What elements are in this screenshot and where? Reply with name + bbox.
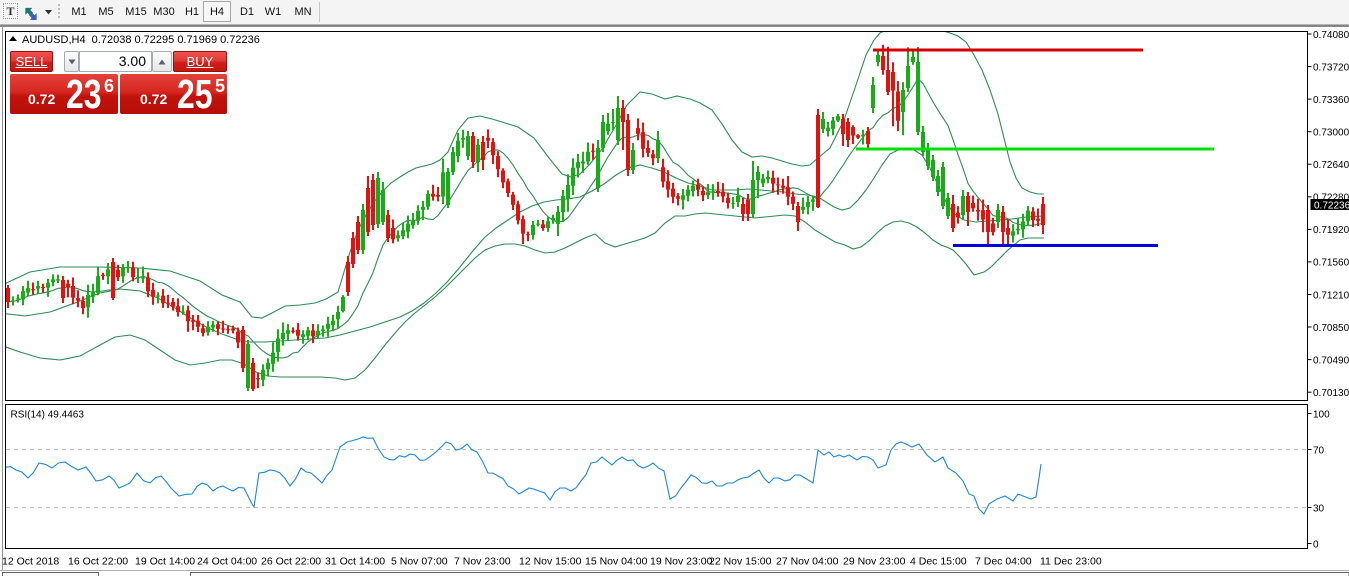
- svg-text:0.74080: 0.74080: [1313, 30, 1349, 41]
- svg-text:22 Nov 15:00: 22 Nov 15:00: [709, 556, 772, 568]
- svg-text:12 Nov 15:00: 12 Nov 15:00: [519, 556, 582, 568]
- svg-text:19 Nov 23:00: 19 Nov 23:00: [650, 556, 713, 568]
- svg-text:0.72236: 0.72236: [1314, 200, 1349, 211]
- svg-text:11 Dec 23:00: 11 Dec 23:00: [1040, 556, 1102, 568]
- svg-text:0.70850: 0.70850: [1313, 323, 1349, 334]
- svg-text:0: 0: [1313, 539, 1319, 550]
- svg-text:0.71210: 0.71210: [1313, 290, 1349, 301]
- svg-text:0.72640: 0.72640: [1313, 160, 1349, 171]
- svg-text:29 Nov 23:00: 29 Nov 23:00: [843, 556, 906, 568]
- svg-text:0.73720: 0.73720: [1313, 62, 1349, 73]
- svg-text:0.73000: 0.73000: [1313, 128, 1349, 139]
- svg-text:30: 30: [1313, 503, 1325, 514]
- svg-text:100: 100: [1313, 409, 1330, 420]
- svg-text:27 Nov 04:00: 27 Nov 04:00: [776, 556, 839, 568]
- svg-text:5 Nov 07:00: 5 Nov 07:00: [391, 556, 448, 568]
- svg-text:0.73360: 0.73360: [1313, 95, 1349, 106]
- svg-text:0.71920: 0.71920: [1313, 225, 1349, 236]
- svg-text:AUDUSD,H4 0.72038 0.72295 0.7: AUDUSD,H4 0.72038 0.72295 0.71969 0.7223…: [22, 34, 260, 46]
- svg-text:19 Oct 14:00: 19 Oct 14:00: [135, 556, 195, 568]
- svg-text:0.71560: 0.71560: [1313, 258, 1349, 269]
- svg-text:7 Nov 23:00: 7 Nov 23:00: [454, 556, 511, 568]
- svg-text:70: 70: [1313, 445, 1325, 456]
- svg-text:31 Oct 14:00: 31 Oct 14:00: [325, 556, 385, 568]
- svg-text:4 Dec 15:00: 4 Dec 15:00: [910, 556, 967, 568]
- svg-text:0.70130: 0.70130: [1313, 388, 1349, 399]
- svg-text:24 Oct 04:00: 24 Oct 04:00: [197, 556, 257, 568]
- svg-text:15 Nov 04:00: 15 Nov 04:00: [585, 556, 648, 568]
- svg-text:12 Oct 2018: 12 Oct 2018: [2, 556, 59, 568]
- svg-text:0.70490: 0.70490: [1313, 355, 1349, 366]
- svg-text:7 Dec 04:00: 7 Dec 04:00: [975, 556, 1032, 568]
- svg-text:26 Oct 22:00: 26 Oct 22:00: [261, 556, 321, 568]
- svg-text:16 Oct 22:00: 16 Oct 22:00: [68, 556, 128, 568]
- svg-text:RSI(14) 49.4463: RSI(14) 49.4463: [11, 410, 85, 421]
